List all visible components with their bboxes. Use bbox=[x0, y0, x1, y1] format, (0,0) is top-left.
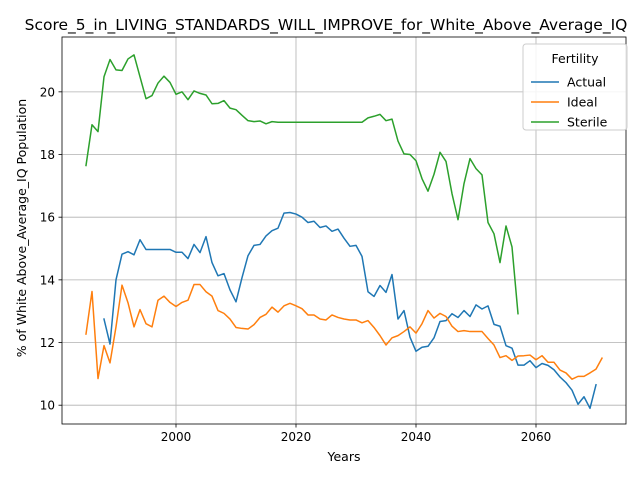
chart-title: Score_5_in_LIVING_STANDARDS_WILL_IMPROVE… bbox=[25, 16, 628, 35]
y-tick-label: 20 bbox=[40, 85, 55, 99]
x-tick-label: 2040 bbox=[401, 430, 432, 444]
y-tick-label: 14 bbox=[40, 273, 55, 287]
series-line-sterile bbox=[85, 54, 519, 315]
series-line-actual bbox=[103, 211, 597, 410]
x-axis-label: Years bbox=[327, 449, 361, 464]
legend-label-ideal: Ideal bbox=[567, 95, 597, 110]
plot-frame bbox=[61, 36, 627, 425]
series-lines bbox=[85, 54, 604, 410]
y-tick-label: 10 bbox=[40, 399, 55, 413]
legend-box bbox=[522, 43, 628, 131]
y-tick-label: 18 bbox=[40, 148, 55, 162]
legend-label-sterile: Sterile bbox=[567, 115, 608, 130]
y-axis-ticks: 10 12 14 16 18 20 bbox=[40, 85, 62, 413]
x-axis-ticks: 2000 2020 2040 2060 bbox=[161, 424, 552, 444]
x-tick-label: 2060 bbox=[521, 430, 552, 444]
legend-title: Fertility bbox=[552, 51, 600, 66]
legend-items: Actual Ideal Sterile bbox=[531, 75, 608, 130]
y-tick-label: 12 bbox=[40, 336, 55, 350]
y-axis-label: % of White Above_Average_IQ Population bbox=[14, 99, 29, 357]
legend-label-actual: Actual bbox=[567, 75, 606, 90]
x-tick-label: 2020 bbox=[281, 430, 312, 444]
y-tick-label: 16 bbox=[40, 211, 55, 225]
series-line-ideal bbox=[85, 283, 604, 380]
x-tick-label: 2000 bbox=[161, 430, 192, 444]
legend: Fertility Actual Ideal Sterile bbox=[522, 43, 628, 131]
